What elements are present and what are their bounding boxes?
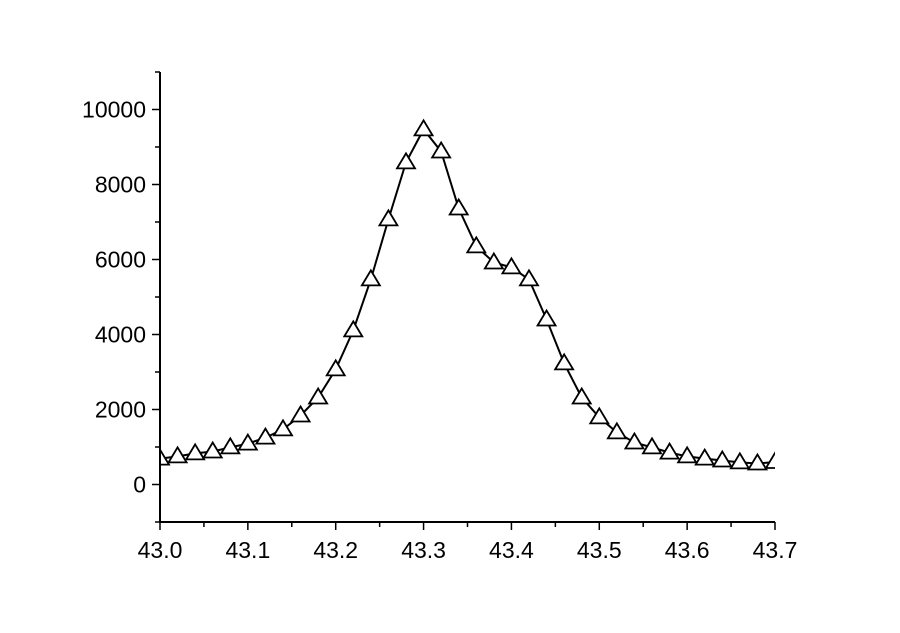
- y-tick-label: 10000: [82, 97, 146, 123]
- data-point-triangle: [166, 445, 189, 464]
- x-tick-label: 43.3: [401, 537, 446, 563]
- data-point-triangle: [360, 268, 382, 287]
- x-tick-label: 43.5: [577, 537, 622, 563]
- y-tick-label: 2000: [95, 397, 146, 423]
- y-tick-label: 8000: [95, 172, 146, 198]
- data-point-triangle: [342, 319, 364, 338]
- data-point-triangle: [395, 151, 417, 170]
- data-point-triangle: [764, 451, 775, 469]
- y-tick-label: 6000: [95, 247, 146, 273]
- x-tick-label: 43.6: [665, 537, 710, 563]
- x-tick-label: 43.2: [313, 537, 358, 563]
- data-point-triangle: [711, 449, 733, 468]
- data-point-triangle: [606, 421, 628, 440]
- data-point-triangle: [412, 118, 435, 137]
- data-point-triangle: [289, 404, 312, 423]
- data-point-triangle: [160, 447, 171, 466]
- data-point-triangle: [202, 440, 224, 459]
- data-point-triangle: [325, 358, 347, 377]
- data-point-triangle: [500, 256, 523, 275]
- data-point-triangle: [272, 418, 294, 437]
- data-point-triangle: [746, 452, 769, 471]
- data-point-triangle: [483, 251, 505, 270]
- data-point-triangle: [237, 432, 259, 451]
- data-point-triangle: [729, 451, 751, 470]
- x-tick-label: 43.1: [225, 537, 270, 563]
- data-point-triangle: [535, 308, 558, 327]
- data-point-triangle: [184, 442, 206, 461]
- data-point-triangle: [465, 235, 487, 254]
- x-tick-label: 43.4: [489, 537, 534, 563]
- data-point-triangle: [553, 352, 575, 371]
- data-point-triangle: [676, 445, 698, 464]
- series-line: [160, 127, 775, 465]
- x-tick-label: 43.7: [753, 537, 798, 563]
- data-point-triangle: [623, 431, 646, 450]
- data-point-triangle: [571, 386, 593, 405]
- data-point-triangle: [641, 436, 663, 455]
- x-tick-label: 43.0: [138, 537, 183, 563]
- data-point-triangle: [588, 406, 610, 425]
- data-point-triangle: [518, 268, 540, 287]
- y-tick-label: 4000: [95, 322, 146, 348]
- data-point-triangle: [254, 426, 277, 445]
- data-point-triangle: [658, 441, 681, 460]
- data-point-triangle: [448, 197, 470, 216]
- data-point-triangle: [377, 208, 400, 227]
- data-point-triangle: [694, 447, 716, 466]
- y-tick-label: 0: [133, 472, 146, 498]
- data-point-triangle: [307, 386, 329, 405]
- data-point-triangle: [430, 140, 452, 159]
- data-point-triangle: [219, 436, 241, 455]
